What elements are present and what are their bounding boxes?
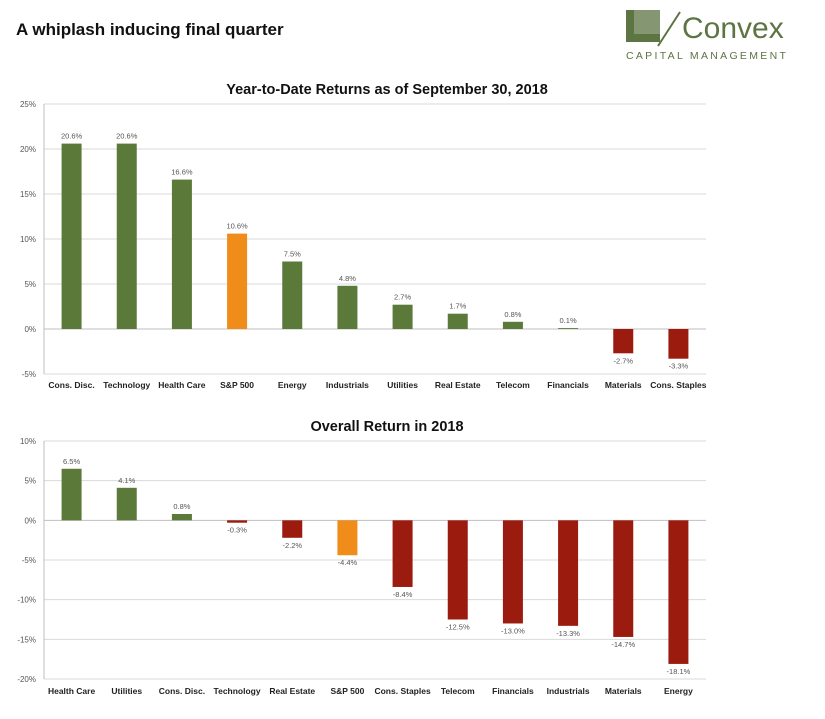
overall-chart-title: Overall Return in 2018 bbox=[310, 419, 463, 435]
overall-category-label: Energy bbox=[664, 686, 693, 696]
overall-data-label: -2.2% bbox=[282, 541, 302, 550]
ytd-data-label: -2.7% bbox=[613, 356, 633, 365]
overall-data-label: -14.7% bbox=[611, 640, 635, 649]
ytd-category-label: Real Estate bbox=[435, 380, 481, 390]
ytd-returns-chart: Year-to-Date Returns as of September 30,… bbox=[0, 72, 825, 392]
ytd-bar bbox=[61, 143, 82, 329]
ytd-bar bbox=[613, 329, 634, 354]
overall-return-chart-svg: Overall Return in 2018 -20% -15% -10% -5% 0% 5… bbox=[17, 419, 706, 696]
convex-logo: Convex CAPITAL MANAGEMENT bbox=[620, 6, 820, 66]
overall-y-tick-label: -10% bbox=[17, 596, 36, 605]
overall-data-label: 4.1% bbox=[118, 476, 135, 485]
overall-bar bbox=[227, 520, 248, 523]
ytd-category-label: Utilities bbox=[387, 380, 418, 390]
ytd-data-label: 20.6% bbox=[116, 132, 138, 141]
ytd-bar bbox=[116, 143, 137, 329]
ytd-data-label: 7.5% bbox=[284, 250, 301, 259]
ytd-bar bbox=[227, 233, 248, 329]
overall-bar bbox=[447, 520, 468, 620]
overall-category-label: S&P 500 bbox=[330, 686, 364, 696]
overall-category-label: Telecom bbox=[441, 686, 475, 696]
overall-category-label: Health Care bbox=[48, 686, 96, 696]
logo-name: Convex bbox=[682, 12, 784, 45]
ytd-bar bbox=[171, 179, 192, 329]
overall-y-tick-label: -20% bbox=[17, 675, 36, 684]
overall-data-label: -0.3% bbox=[227, 526, 247, 535]
ytd-bar bbox=[447, 313, 468, 329]
ytd-category-label: Energy bbox=[278, 380, 307, 390]
overall-data-label: -8.4% bbox=[393, 590, 413, 599]
ytd-data-label: 1.7% bbox=[449, 302, 466, 311]
ytd-bar bbox=[392, 304, 413, 329]
ytd-bar bbox=[668, 329, 689, 359]
overall-data-label: -18.1% bbox=[667, 667, 691, 676]
ytd-category-label: Industrials bbox=[326, 380, 369, 390]
overall-category-label: Cons. Staples bbox=[374, 686, 430, 696]
ytd-y-tick-label: 5% bbox=[24, 280, 36, 289]
overall-y-tick-label: -15% bbox=[17, 635, 36, 644]
ytd-category-label: Financials bbox=[547, 380, 589, 390]
ytd-data-label: 10.6% bbox=[226, 222, 248, 231]
overall-category-label: Materials bbox=[605, 686, 642, 696]
overall-bar bbox=[558, 520, 579, 626]
overall-y-tick-label: 10% bbox=[20, 437, 36, 446]
ytd-data-label: 20.6% bbox=[61, 132, 83, 141]
ytd-data-label: 2.7% bbox=[394, 293, 411, 302]
ytd-data-label: 0.1% bbox=[560, 316, 577, 325]
overall-category-label: Industrials bbox=[547, 686, 590, 696]
ytd-bar bbox=[282, 261, 303, 329]
overall-bar bbox=[613, 520, 634, 637]
overall-bar bbox=[337, 520, 358, 556]
ytd-category-label: Cons. Staples bbox=[650, 380, 706, 390]
overall-category-label: Real Estate bbox=[269, 686, 315, 696]
overall-data-label: 6.5% bbox=[63, 457, 80, 466]
ytd-bar bbox=[502, 321, 523, 329]
ytd-category-label: Materials bbox=[605, 380, 642, 390]
overall-bar bbox=[61, 468, 82, 521]
ytd-data-label: 16.6% bbox=[171, 168, 193, 177]
overall-data-label: -12.5% bbox=[446, 623, 470, 632]
overall-bar bbox=[116, 487, 137, 521]
logo-tagline: CAPITAL MANAGEMENT bbox=[626, 50, 788, 62]
ytd-data-label: -3.3% bbox=[669, 362, 689, 371]
overall-y-tick-label: 0% bbox=[24, 516, 36, 525]
ytd-category-label: Cons. Disc. bbox=[48, 380, 94, 390]
ytd-bar bbox=[337, 285, 358, 329]
overall-bar bbox=[668, 520, 689, 664]
ytd-y-tick-label: 25% bbox=[20, 100, 36, 109]
logo-square-icon bbox=[626, 10, 660, 42]
overall-category-label: Technology bbox=[214, 686, 261, 696]
overall-bar bbox=[502, 520, 523, 624]
overall-data-label: -13.3% bbox=[556, 629, 580, 638]
overall-data-label: -13.0% bbox=[501, 626, 525, 635]
ytd-returns-chart-svg: Year-to-Date Returns as of September 30,… bbox=[20, 82, 707, 390]
ytd-chart-title: Year-to-Date Returns as of September 30,… bbox=[226, 82, 548, 98]
overall-bar bbox=[392, 520, 413, 587]
ytd-y-tick-label: -5% bbox=[22, 370, 36, 379]
ytd-category-label: Health Care bbox=[158, 380, 206, 390]
overall-bar bbox=[171, 513, 192, 521]
convex-logo-mark: Convex CAPITAL MANAGEMENT bbox=[626, 10, 788, 62]
page-title: A whiplash inducing final quarter bbox=[16, 20, 284, 39]
ytd-category-label: S&P 500 bbox=[220, 380, 254, 390]
ytd-y-tick-label: 20% bbox=[20, 145, 36, 154]
ytd-y-tick-label: 0% bbox=[24, 325, 36, 334]
overall-category-label: Financials bbox=[492, 686, 534, 696]
overall-category-label: Utilities bbox=[111, 686, 142, 696]
overall-bar bbox=[282, 520, 303, 538]
ytd-data-label: 0.8% bbox=[504, 310, 521, 319]
overall-data-label: 0.8% bbox=[173, 502, 190, 511]
overall-y-tick-label: -5% bbox=[22, 556, 36, 565]
ytd-bar bbox=[558, 328, 579, 329]
ytd-category-label: Technology bbox=[103, 380, 150, 390]
ytd-data-label: 4.8% bbox=[339, 274, 356, 283]
ytd-category-label: Telecom bbox=[496, 380, 530, 390]
ytd-y-tick-label: 15% bbox=[20, 190, 36, 199]
overall-category-label: Cons. Disc. bbox=[159, 686, 205, 696]
overall-y-tick-label: 5% bbox=[24, 477, 36, 486]
ytd-y-tick-label: 10% bbox=[20, 235, 36, 244]
overall-return-chart: Overall Return in 2018 -20% -15% -10% -5% 0% 5… bbox=[0, 408, 825, 713]
overall-data-label: -4.4% bbox=[338, 558, 358, 567]
